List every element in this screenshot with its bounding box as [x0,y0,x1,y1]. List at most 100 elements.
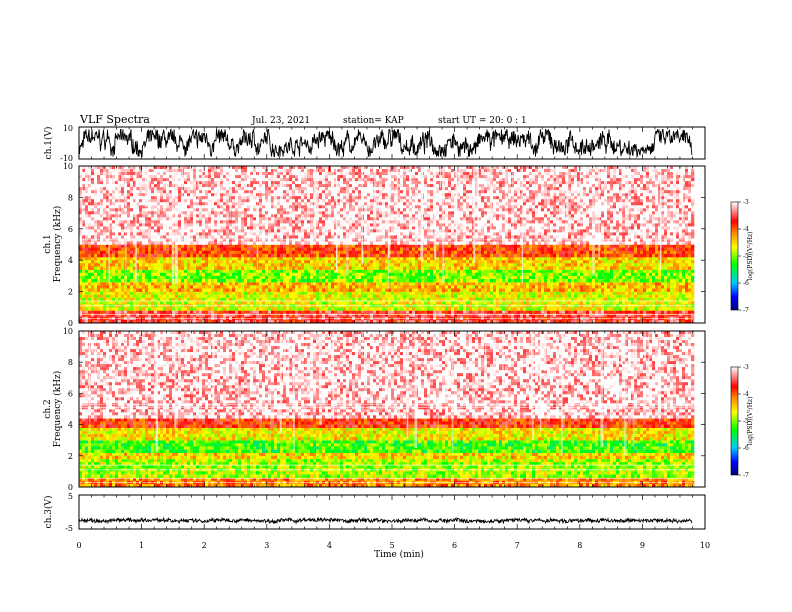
spectrogram-cell [271,292,274,295]
spectrogram-cell [418,292,421,295]
spectrogram-cell [199,292,202,295]
spectrogram-cell [649,292,652,295]
spectrogram-cell [181,292,184,295]
spectrogram-cell [571,292,574,295]
spectrogram-cell [448,310,451,313]
spectrogram-cell [421,310,424,313]
spectrogram-cell [250,295,253,298]
spectrogram-cell [418,310,421,313]
spectrogram-cell [91,292,94,295]
spectrogram-cell [244,292,247,295]
spectrogram-cell [526,292,529,295]
spectrogram-cell [250,310,253,313]
spectrogram-cell [475,295,478,298]
spectrogram-cell [259,310,262,313]
spectrogram-cell [133,310,136,313]
spectrogram-cell [298,295,301,298]
spectrogram-cell [433,310,436,313]
spectrogram-cell [514,295,517,298]
spectrogram-cell [355,292,358,295]
spectrogram-cell [223,295,226,298]
spectrogram-cell [511,292,514,295]
spectrogram-cell [442,292,445,295]
spectrogram-cell [547,310,550,313]
spectrogram-cell [346,295,349,298]
spectrogram-cell [415,310,418,313]
spectrogram-cell [520,292,523,295]
ch1-ylabel: ch.1(V) [43,127,54,160]
ch1-waveform-panel: 10 -10 ch.1(V) [43,124,705,163]
spectrogram-cell [361,292,364,295]
spectrogram-cell [259,292,262,295]
spectrogram-cell [343,295,346,298]
spectrogram-cell [256,295,259,298]
spectrogram-cell [490,295,493,298]
spectrogram-cell [613,295,616,298]
spectrogram-cell [577,310,580,313]
spectrogram-cell [382,292,385,295]
spectrogram-cell [427,292,430,295]
spectrogram-cell [532,292,535,295]
spectrogram-cell [637,310,640,313]
spectrogram-cell [364,292,367,295]
spectrogram-cell [445,292,448,295]
spectrogram-cell [298,292,301,295]
spectrogram-cell [379,310,382,313]
spectrogram-cell [304,310,307,313]
spectrogram-cell [94,295,97,298]
spectrogram-cell [121,292,124,295]
spectrogram-cell [406,310,409,313]
spectrogram-cell [211,292,214,295]
spectrogram-cell [286,310,289,313]
spectrogram-cell [166,292,169,295]
spectrogram-cell [250,292,253,295]
spectrogram-cell [190,292,193,295]
spectrogram-cell [646,295,649,298]
figure-title: VLF Spectra [79,113,150,126]
spectrogram-cell [202,295,205,298]
spectrogram-cell [88,295,91,298]
spectrogram-cell [421,292,424,295]
spectrogram-cell [94,310,97,313]
spectrogram-cell [277,295,280,298]
spectrogram-cell [187,310,190,313]
spectrogram-cell [565,292,568,295]
spectrogram-cell [472,292,475,295]
spectrogram-cell [262,292,265,295]
spectrogram-cell [349,292,352,295]
spectrogram-cell [268,292,271,295]
spectrogram-cell [598,292,601,295]
spectrogram-cell [100,292,103,295]
spectrogram-cell [541,292,544,295]
spectrogram-cell [454,292,457,295]
spectrogram-cell [217,295,220,298]
spectrogram-cell [484,292,487,295]
spectrogram-cell [610,292,613,295]
spectrogram-cell [604,292,607,295]
spectrogram-cell [121,295,124,298]
spectrogram-cell [625,295,628,298]
spectrogram-cell [568,310,571,313]
spectrogram-cell [229,310,232,313]
spectrogram-cell [454,310,457,313]
spectrogram-cell [583,292,586,295]
spectrogram-cell [316,292,319,295]
spectrogram-cell [298,310,301,313]
spectrogram-cell [256,292,259,295]
spectrogram-cell [169,295,172,298]
spectrogram-cell [661,295,664,298]
spectrogram-cell [544,310,547,313]
spectrogram-cell [493,310,496,313]
spectrogram-cell [331,310,334,313]
spectrogram-cell [502,295,505,298]
spectrogram-cell [103,310,106,313]
spectrogram-cell [613,292,616,295]
spectrogram-cell [457,292,460,295]
spectrogram-cell [322,310,325,313]
spectrogram-cell [157,295,160,298]
spectrogram-cell [301,292,304,295]
spectrogram-cell [160,310,163,313]
spectrogram-cell [682,310,685,313]
spectrogram-cell [523,295,526,298]
spectrogram-cell [337,292,340,295]
